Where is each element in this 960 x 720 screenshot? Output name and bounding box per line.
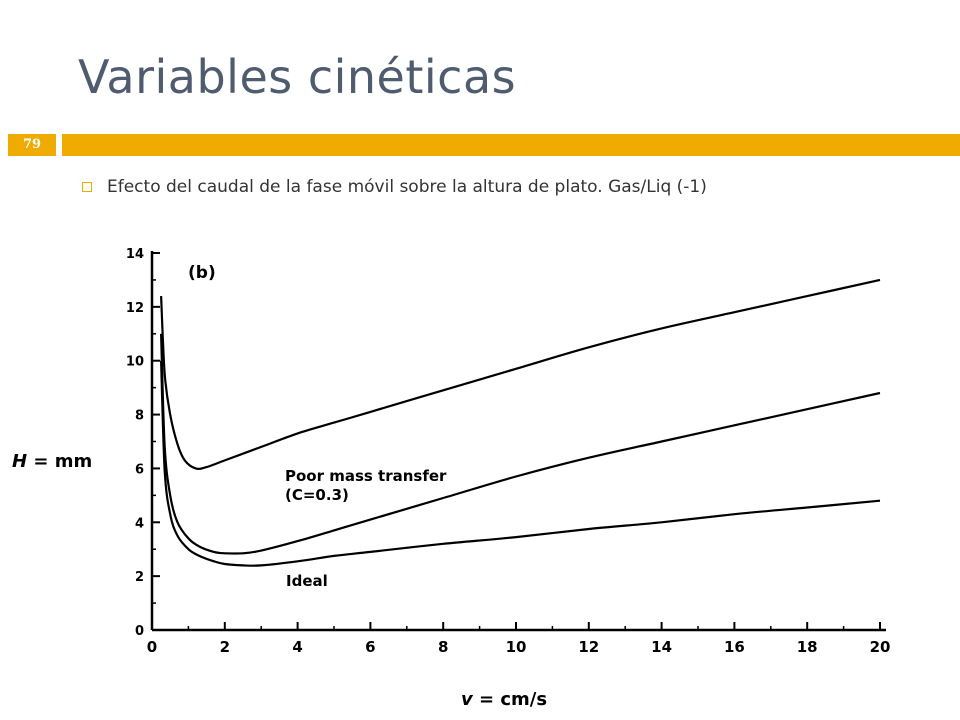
x-tick-label: 20: [870, 638, 891, 656]
x-axis-unit: = cm/s: [479, 689, 548, 710]
x-tick-label: 4: [292, 638, 302, 656]
y-tick-label: 2: [135, 570, 144, 585]
slide-number-badge: 79: [8, 134, 56, 156]
x-tick-label: 0: [147, 638, 157, 656]
y-tick-label: 8: [135, 409, 144, 424]
x-tick-label: 14: [651, 638, 672, 656]
series-line: [160, 360, 881, 567]
bullet-item: Efecto del caudal de la fase móvil sobre…: [82, 177, 707, 197]
x-tick-label: 10: [506, 638, 527, 656]
x-tick-label: 12: [578, 638, 599, 656]
y-tick-label: 10: [126, 355, 144, 370]
bullet-text: Efecto del caudal de la fase móvil sobre…: [107, 177, 707, 197]
x-tick-label: 16: [724, 638, 745, 656]
slide-title: Variables cinéticas: [78, 50, 517, 104]
y-axis-symbol: H: [12, 451, 28, 472]
y-tick-label: 12: [126, 301, 144, 316]
y-tick-label: 0: [135, 624, 144, 639]
annotation-poor-mass-transfer: Poor mass transfer: [285, 467, 447, 485]
annotation-ideal: Ideal: [286, 572, 328, 590]
x-axis-label: v = cm/s: [461, 689, 547, 710]
y-axis-unit: = mm: [33, 451, 93, 472]
y-tick-label: 4: [135, 516, 144, 531]
x-tick-label: 2: [220, 638, 230, 656]
series-line: [160, 333, 881, 555]
x-tick-label: 8: [438, 638, 448, 656]
annotation-poor-mass-transfer-c: (C=0.3): [285, 486, 349, 504]
x-tick-label: 18: [797, 638, 818, 656]
y-tick-label: 14: [126, 247, 144, 262]
series-line: [160, 278, 881, 470]
x-axis-symbol: v: [461, 689, 473, 710]
square-bullet-icon: [82, 182, 92, 192]
y-axis-label: H = mm: [12, 451, 92, 472]
y-tick-label: 6: [135, 462, 144, 477]
x-tick-label: 6: [365, 638, 375, 656]
title-accent-bar: [62, 134, 960, 156]
panel-label: (b): [188, 263, 216, 283]
